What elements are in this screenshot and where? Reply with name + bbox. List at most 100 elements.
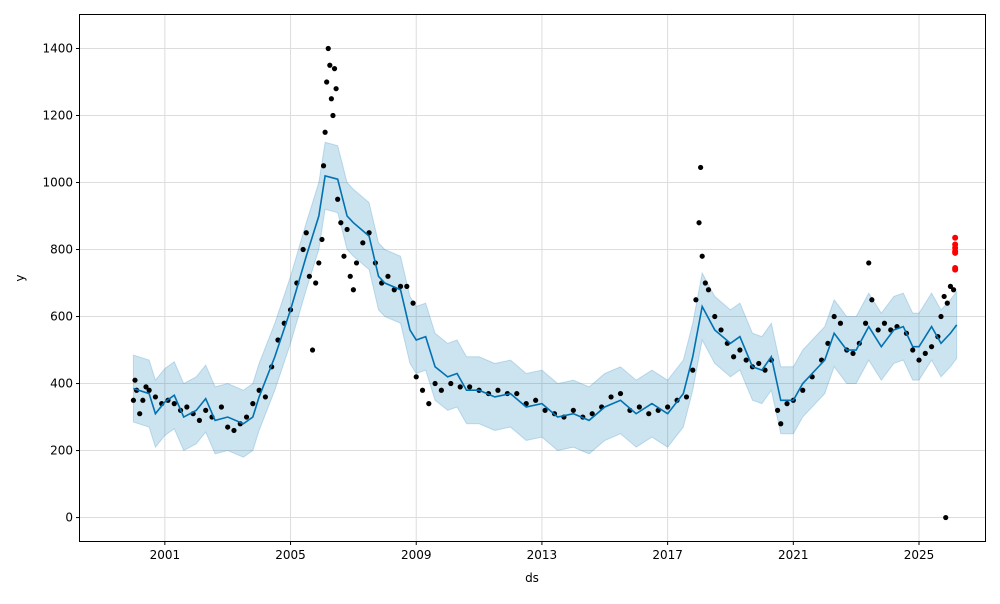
observed-point (800, 387, 806, 393)
observed-point (862, 320, 869, 326)
observed-point (881, 320, 888, 326)
y-tick-label: 400 (50, 377, 73, 391)
x-ticks: 2001 2005 2009 2013 2017 2021 2025 (150, 541, 935, 562)
observed-point (300, 246, 306, 253)
observed-point (152, 394, 159, 400)
observed-point (250, 401, 256, 407)
highlighted-points (952, 234, 959, 273)
observed-point (231, 427, 237, 434)
x-tick-label: 2009 (401, 548, 432, 562)
observed-point (328, 96, 334, 102)
observed-point (350, 287, 356, 293)
y-tick-label: 1400 (42, 42, 73, 56)
x-tick-label: 2001 (150, 548, 181, 562)
interval-area (132, 141, 958, 458)
observed-point (333, 86, 339, 92)
observed-point (171, 401, 177, 407)
observed-point (344, 226, 350, 233)
observed-point (831, 313, 837, 320)
observed-point (203, 407, 209, 413)
observed-point (944, 300, 950, 306)
observed-point (617, 390, 624, 397)
observed-point (196, 417, 203, 423)
observed-point (866, 260, 872, 266)
observed-point (589, 411, 595, 417)
forecast-line (133, 174, 958, 425)
highlighted-point (952, 249, 959, 256)
observed-point (698, 164, 704, 171)
observed-point (533, 397, 539, 403)
observed-point (330, 112, 336, 119)
highlighted-point (952, 234, 959, 241)
observed-point (784, 401, 790, 407)
observed-point (410, 300, 416, 306)
highlighted-point (952, 266, 959, 273)
observed-point (426, 401, 432, 407)
observed-point (324, 79, 330, 85)
observed-point (825, 340, 831, 346)
observed-point (320, 163, 327, 169)
observed-point (705, 287, 712, 293)
observed-point (218, 404, 225, 410)
observed-point (514, 390, 520, 397)
observed-point (331, 66, 338, 72)
observed-point (693, 297, 699, 303)
observed-point (385, 273, 391, 279)
observed-point (608, 394, 614, 400)
observed-point (712, 313, 718, 320)
observed-point (353, 260, 360, 266)
x-tick-label: 2025 (904, 548, 935, 562)
observed-point (360, 240, 366, 246)
observed-point (327, 62, 333, 68)
x-tick-label: 2005 (275, 548, 306, 562)
observed-point (690, 367, 696, 373)
observed-point (910, 347, 916, 353)
observed-point (140, 397, 146, 403)
observed-point (467, 384, 473, 390)
observed-point (143, 384, 149, 390)
y-tick-label: 800 (50, 243, 73, 257)
observed-point (636, 404, 642, 410)
observed-point (941, 293, 947, 300)
observed-point (683, 394, 690, 400)
observed-point (137, 411, 143, 417)
observed-point (243, 414, 250, 420)
observed-point (542, 407, 548, 413)
y-ticks: 0 200 400 600 800 1000 1200 1400 (42, 42, 80, 525)
y-tick-label: 1000 (42, 176, 73, 190)
observed-point (319, 236, 325, 243)
yhat-line (133, 174, 958, 425)
y-tick-label: 0 (65, 511, 73, 525)
observed-point (778, 421, 784, 427)
observed-point (875, 327, 881, 333)
observed-point (702, 280, 708, 286)
observed-point (699, 253, 705, 259)
observed-point (495, 387, 501, 393)
observed-point (325, 45, 331, 52)
observed-point (184, 404, 190, 410)
plot-frame (79, 14, 986, 542)
observed-point (457, 384, 463, 390)
observed-point (338, 220, 344, 226)
x-tick-label: 2017 (652, 548, 683, 562)
observed-point (413, 374, 419, 380)
observed-point (665, 404, 671, 410)
uncertainty-band (132, 141, 958, 458)
observed-point (737, 347, 743, 353)
observed-point (756, 360, 762, 367)
y-tick-label: 1200 (42, 109, 73, 123)
x-axis-label: ds (525, 571, 539, 585)
observed-point (938, 313, 944, 320)
observed-point (947, 283, 954, 289)
observed-point (570, 407, 576, 413)
observed-point (130, 397, 137, 403)
observed-point (262, 394, 268, 400)
observed-point (341, 253, 347, 259)
observed-point (397, 283, 404, 289)
observed-point (837, 320, 844, 326)
observed-point (922, 350, 928, 356)
observed-point (316, 260, 322, 266)
observed-point (404, 283, 410, 289)
